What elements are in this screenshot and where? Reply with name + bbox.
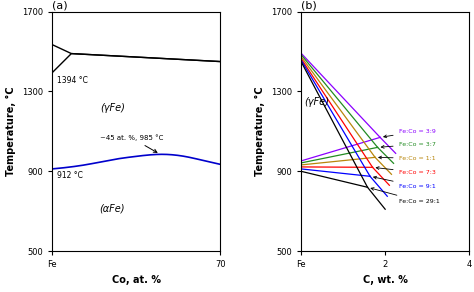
Text: Fe:Co = 29:1: Fe:Co = 29:1 bbox=[371, 188, 439, 204]
Text: Fe:Co = 1:1: Fe:Co = 1:1 bbox=[379, 156, 435, 161]
Text: 1394 °C: 1394 °C bbox=[57, 76, 88, 85]
X-axis label: C, wt. %: C, wt. % bbox=[363, 275, 408, 285]
Text: ~45 at. %, 985 °C: ~45 at. %, 985 °C bbox=[100, 135, 164, 152]
Text: Fe:Co = 7:3: Fe:Co = 7:3 bbox=[376, 167, 436, 175]
Text: Fe:Co = 3:9: Fe:Co = 3:9 bbox=[384, 129, 436, 138]
Text: (γFe): (γFe) bbox=[100, 103, 125, 114]
Text: (b): (b) bbox=[301, 1, 317, 11]
Text: (αFe): (αFe) bbox=[100, 203, 125, 213]
Y-axis label: Temperature, °C: Temperature, °C bbox=[6, 87, 17, 176]
Y-axis label: Temperature, °C: Temperature, °C bbox=[255, 87, 265, 176]
Text: (γFe): (γFe) bbox=[304, 98, 329, 107]
Text: Fe:Co = 9:1: Fe:Co = 9:1 bbox=[374, 176, 435, 189]
Text: Fe:Co = 3:7: Fe:Co = 3:7 bbox=[381, 142, 436, 148]
Text: (a): (a) bbox=[52, 1, 68, 11]
X-axis label: Co, at. %: Co, at. % bbox=[112, 275, 161, 285]
Text: 912 °C: 912 °C bbox=[57, 171, 83, 180]
